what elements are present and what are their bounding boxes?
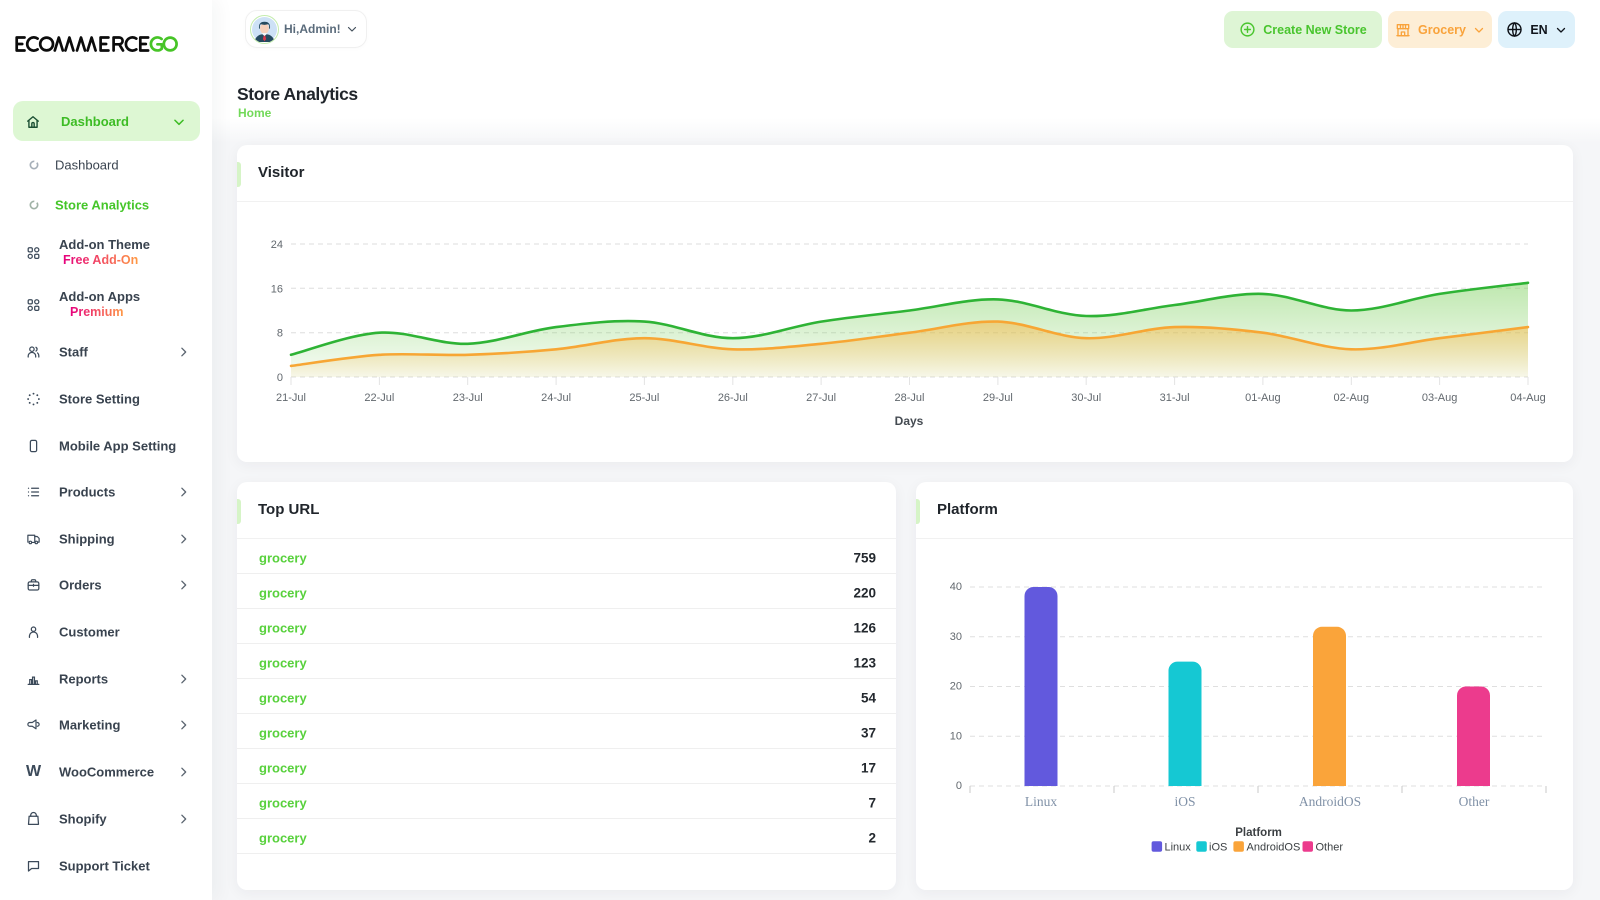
svg-text:29-Jul: 29-Jul	[983, 392, 1013, 404]
svg-text:16: 16	[271, 283, 283, 295]
svg-text:Linux: Linux	[1025, 794, 1057, 809]
svg-text:0: 0	[277, 372, 283, 384]
svg-text:Other: Other	[1459, 794, 1490, 809]
svg-text:30-Jul: 30-Jul	[1071, 392, 1101, 404]
svg-text:Platform: Platform	[1235, 827, 1282, 839]
svg-text:28-Jul: 28-Jul	[895, 392, 925, 404]
svg-text:Days: Days	[895, 414, 924, 428]
svg-text:27-Jul: 27-Jul	[806, 392, 836, 404]
svg-text:24: 24	[271, 239, 283, 251]
svg-text:02-Aug: 02-Aug	[1334, 392, 1369, 404]
svg-text:22-Jul: 22-Jul	[364, 392, 394, 404]
svg-text:26-Jul: 26-Jul	[718, 392, 748, 404]
svg-text:AndroidOS: AndroidOS	[1299, 794, 1361, 809]
svg-text:Linux: Linux	[1165, 842, 1192, 854]
svg-text:10: 10	[950, 730, 962, 742]
svg-text:AndroidOS: AndroidOS	[1247, 842, 1301, 854]
svg-text:01-Aug: 01-Aug	[1245, 392, 1280, 404]
svg-text:20: 20	[950, 681, 962, 693]
svg-text:24-Jul: 24-Jul	[541, 392, 571, 404]
svg-text:iOS: iOS	[1174, 794, 1195, 809]
svg-text:04-Aug: 04-Aug	[1510, 392, 1545, 404]
svg-text:0: 0	[956, 780, 962, 792]
svg-text:8: 8	[277, 328, 283, 340]
svg-text:40: 40	[950, 581, 962, 593]
svg-text:23-Jul: 23-Jul	[453, 392, 483, 404]
svg-text:iOS: iOS	[1209, 842, 1227, 854]
svg-text:Other: Other	[1316, 842, 1344, 854]
svg-text:25-Jul: 25-Jul	[629, 392, 659, 404]
svg-text:31-Jul: 31-Jul	[1160, 392, 1190, 404]
svg-text:30: 30	[950, 631, 962, 643]
svg-text:21-Jul: 21-Jul	[276, 392, 306, 404]
svg-text:03-Aug: 03-Aug	[1422, 392, 1457, 404]
